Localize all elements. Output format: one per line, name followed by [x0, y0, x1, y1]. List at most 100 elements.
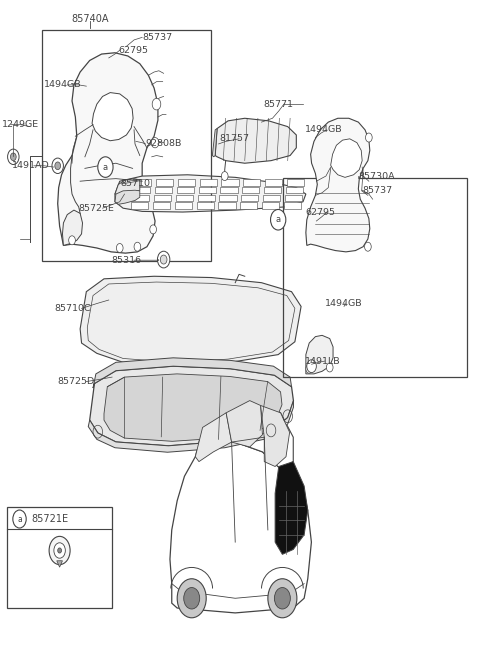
Polygon shape [154, 195, 171, 201]
Polygon shape [198, 195, 215, 201]
Text: 62795: 62795 [118, 46, 148, 55]
Polygon shape [221, 179, 239, 186]
Circle shape [306, 364, 312, 373]
Text: 85737: 85737 [362, 186, 392, 195]
Circle shape [151, 137, 159, 148]
Polygon shape [219, 195, 237, 201]
Polygon shape [177, 187, 194, 194]
Polygon shape [115, 175, 306, 212]
Circle shape [157, 251, 170, 268]
Polygon shape [285, 195, 302, 201]
Text: 92808B: 92808B [145, 139, 182, 148]
Polygon shape [265, 179, 282, 186]
Text: 85725D: 85725D [58, 377, 95, 386]
Circle shape [54, 543, 65, 558]
Polygon shape [178, 179, 195, 186]
Polygon shape [156, 179, 173, 186]
Polygon shape [241, 195, 258, 201]
Polygon shape [133, 187, 150, 194]
Polygon shape [175, 203, 192, 209]
Circle shape [134, 243, 141, 251]
Polygon shape [275, 462, 308, 554]
Polygon shape [212, 128, 217, 157]
Polygon shape [153, 203, 170, 209]
Bar [7, 507, 112, 608]
Polygon shape [195, 413, 232, 462]
Circle shape [13, 510, 26, 528]
Text: 85740A: 85740A [71, 14, 108, 24]
Polygon shape [170, 442, 312, 613]
Bar [42, 30, 211, 261]
Polygon shape [306, 118, 370, 252]
Polygon shape [261, 406, 289, 466]
Circle shape [160, 255, 167, 264]
Polygon shape [131, 203, 148, 209]
Circle shape [52, 158, 63, 174]
Text: 85725E: 85725E [79, 204, 115, 213]
Polygon shape [200, 179, 216, 186]
Text: 1491AD: 1491AD [12, 161, 49, 170]
Polygon shape [331, 139, 362, 177]
Polygon shape [218, 203, 236, 209]
Polygon shape [92, 93, 133, 141]
Circle shape [307, 360, 316, 373]
Text: 1249GE: 1249GE [2, 120, 39, 129]
Polygon shape [132, 195, 149, 201]
Circle shape [268, 579, 297, 618]
Circle shape [275, 588, 290, 609]
Circle shape [11, 153, 16, 161]
Polygon shape [62, 210, 83, 246]
Polygon shape [115, 179, 140, 195]
Text: 85730A: 85730A [359, 172, 395, 181]
Circle shape [98, 157, 113, 177]
Text: 85771: 85771 [264, 99, 294, 108]
Text: 1491LB: 1491LB [305, 357, 340, 366]
Polygon shape [58, 53, 158, 253]
Polygon shape [176, 195, 193, 201]
Polygon shape [80, 276, 301, 366]
Polygon shape [284, 203, 301, 209]
Circle shape [184, 588, 200, 609]
Polygon shape [215, 118, 296, 163]
Text: 85721E: 85721E [31, 514, 68, 524]
Circle shape [221, 172, 228, 181]
Text: 1494GB: 1494GB [305, 125, 343, 134]
Polygon shape [287, 179, 304, 186]
Text: 81757: 81757 [219, 134, 249, 143]
Polygon shape [242, 187, 259, 194]
Polygon shape [263, 195, 280, 201]
Polygon shape [90, 366, 293, 446]
Polygon shape [264, 187, 281, 194]
Circle shape [8, 149, 19, 164]
Polygon shape [57, 561, 62, 567]
Polygon shape [262, 203, 279, 209]
Text: a: a [276, 215, 281, 224]
Circle shape [150, 225, 156, 234]
Text: 1494GB: 1494GB [325, 299, 362, 308]
Circle shape [326, 363, 333, 372]
Circle shape [177, 579, 206, 618]
Text: 1494GB: 1494GB [44, 81, 82, 90]
Circle shape [49, 537, 70, 564]
Text: 85316: 85316 [111, 255, 141, 264]
Polygon shape [286, 187, 303, 194]
Polygon shape [243, 179, 260, 186]
Circle shape [58, 548, 61, 553]
Polygon shape [197, 203, 214, 209]
Circle shape [55, 162, 60, 170]
Polygon shape [134, 179, 151, 186]
Polygon shape [155, 187, 172, 194]
Polygon shape [104, 374, 282, 441]
Polygon shape [226, 401, 263, 447]
Text: a: a [103, 163, 108, 172]
Text: 62795: 62795 [306, 208, 336, 217]
Text: 85710: 85710 [120, 179, 151, 188]
Circle shape [152, 99, 161, 110]
Circle shape [69, 236, 75, 245]
Text: a: a [17, 515, 22, 524]
Circle shape [365, 133, 372, 142]
Polygon shape [220, 187, 238, 194]
Polygon shape [199, 187, 216, 194]
Polygon shape [88, 401, 293, 452]
Circle shape [271, 210, 286, 230]
